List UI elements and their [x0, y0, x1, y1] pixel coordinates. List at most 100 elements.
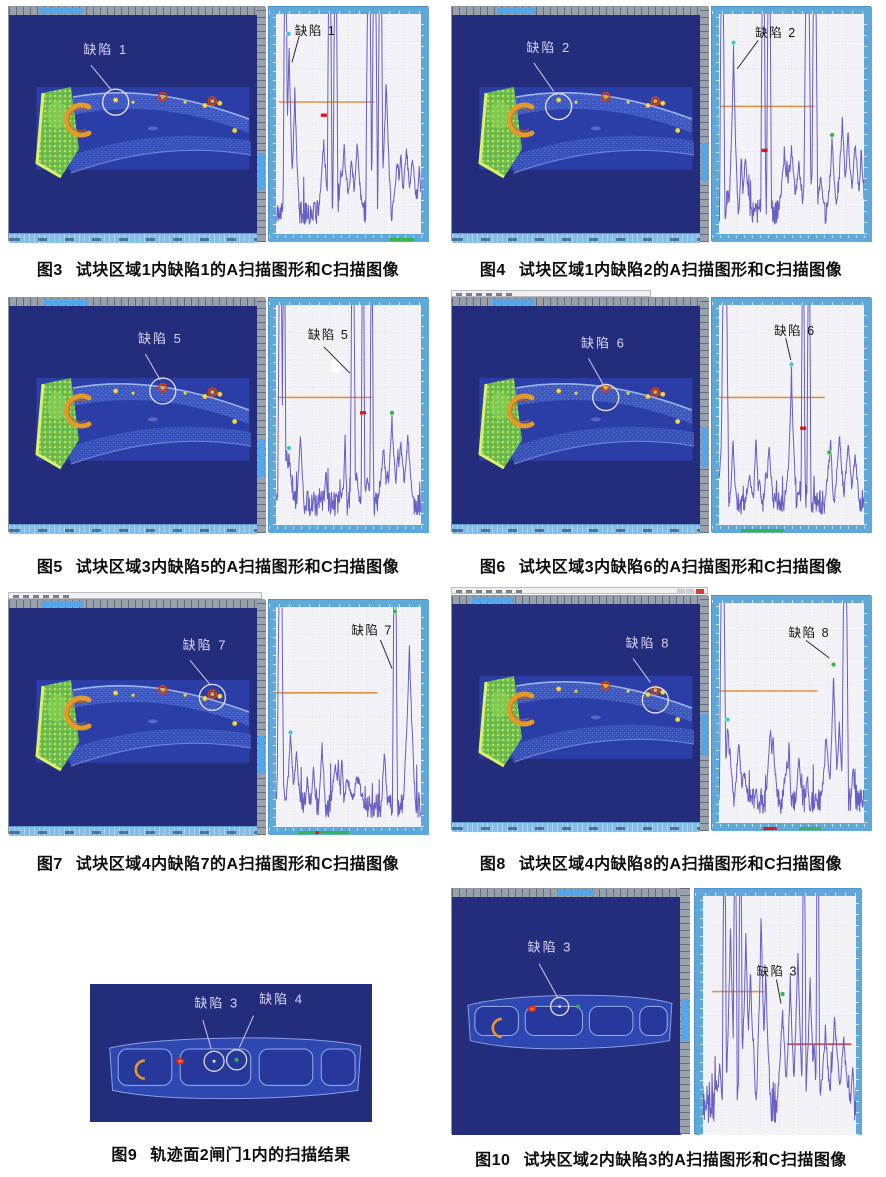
cscan-image: 缺陷 3 缺陷 4 [90, 984, 372, 1122]
maximize-button [686, 589, 694, 594]
caption-number: 图5 [36, 559, 63, 576]
ascan-plot: 缺陷 6 [719, 305, 864, 525]
cscan-window: 缺陷 8 [451, 595, 709, 832]
cscan-right-ruler [257, 298, 266, 533]
ascan-right-ruler [856, 896, 862, 1135]
cscan-defect-label: 缺陷 4 [259, 991, 304, 1006]
ruler-highlight [496, 8, 537, 14]
ascan-right-ruler [421, 607, 429, 827]
ascan-bottom-ruler [269, 827, 429, 835]
caption-text: 试块区域1内缺陷2的A扫描图形和C扫描图像 [518, 262, 843, 279]
cscan-right-ruler [257, 600, 266, 835]
window-title-text [456, 293, 516, 296]
cscan-top-ruler [9, 600, 257, 608]
cscan-image: 缺陷 1 [9, 15, 257, 233]
close-button [696, 589, 704, 594]
ascan-window: 缺陷 5 [268, 297, 429, 533]
ascan-defect-label: 缺陷 2 [755, 25, 796, 40]
cscan-window: 缺陷 3 [451, 888, 681, 1135]
figure-caption-fig3: 图3 试块区域1内缺陷1的A扫描图形和C扫描图像 [8, 256, 428, 280]
cscan-canvas: 缺陷 6 [452, 306, 700, 524]
ascan-left-ruler [269, 607, 276, 827]
cscan-image: 缺陷 6 [452, 306, 700, 524]
caption-text: 轨迹面2闸门1内的扫描结果 [150, 1147, 351, 1164]
ascan-bottom-ruler [712, 234, 872, 242]
scan-image-fig9: 缺陷 3 缺陷 4 [90, 984, 372, 1122]
green-gate-mark [798, 827, 821, 830]
green-gate-mark [740, 529, 785, 532]
cscan-window: 缺陷 1 [8, 6, 266, 243]
ascan-top-ruler [712, 596, 872, 603]
cscan-defect-label: 缺陷 6 [581, 335, 626, 350]
caption-number: 图6 [479, 559, 506, 576]
caption-number: 图9 [111, 1147, 138, 1164]
green-gate-mark [389, 238, 414, 241]
ascan-plot-area: 缺陷 6 [719, 305, 864, 525]
ascan-plot-area: 缺陷 5 [276, 305, 421, 525]
ascan-defect-label: 缺陷 8 [789, 625, 830, 640]
figure-caption-fig7: 图7 试块区域4内缺陷7的A扫描图形和C扫描图像 [8, 850, 428, 874]
cscan-canvas: 缺陷 5 [9, 306, 257, 524]
window-titlebar [451, 587, 708, 594]
figure-caption-fig6: 图6 试块区域3内缺陷6的A扫描图形和C扫描图像 [451, 553, 871, 577]
ascan-plot-area: 缺陷 1 [276, 14, 421, 234]
cscan-canvas: 缺陷 7 [9, 608, 257, 826]
ascan-left-ruler [269, 14, 276, 234]
ruler-highlight [701, 143, 708, 181]
cscan-bottom-ruler [9, 826, 257, 836]
caption-text: 试块区域2内缺陷3的A扫描图形和C扫描图像 [523, 1152, 847, 1169]
ruler-highlight [43, 299, 89, 305]
cscan-right-ruler [700, 298, 709, 533]
cscan-defect-label: 缺陷 8 [626, 636, 671, 651]
ascan-window: 缺陷 7 [268, 599, 429, 835]
caption-number: 图10 [475, 1152, 511, 1169]
cscan-window: 缺陷 7 [8, 599, 266, 836]
cscan-image: 缺陷 7 [9, 608, 257, 826]
ascan-bottom-ruler [712, 525, 872, 533]
figure-caption-fig5: 图5 试块区域3内缺陷5的A扫描图形和C扫描图像 [8, 553, 428, 577]
figure-caption-fig4: 图4 试块区域1内缺陷2的A扫描图形和C扫描图像 [451, 256, 871, 280]
ascan-defect-label: 缺陷 7 [351, 623, 392, 638]
ascan-right-ruler [864, 14, 872, 234]
cscan-top-ruler [9, 7, 257, 15]
ruler-highlight [471, 597, 514, 603]
caption-text: 试块区域3内缺陷5的A扫描图形和C扫描图像 [75, 559, 400, 576]
cscan-bottom-ruler [452, 233, 700, 243]
ascan-bottom-ruler [712, 823, 872, 831]
ascan-left-ruler [712, 305, 719, 525]
ascan-window: 缺陷 1 [268, 6, 429, 242]
cscan-bottom-ruler [452, 822, 700, 832]
cscan-window: 缺陷 5 [8, 297, 266, 534]
ascan-window: 缺陷 8 [711, 595, 872, 831]
window-title-text [456, 590, 526, 593]
ascan-right-ruler [864, 305, 872, 525]
caption-text: 试块区域4内缺陷8的A扫描图形和C扫描图像 [518, 856, 843, 873]
ascan-left-ruler [712, 14, 719, 234]
cscan-image: 缺陷 3 [452, 897, 681, 1135]
cscan-canvas: 缺陷 1 [9, 15, 257, 233]
ascan-window: 缺陷 2 [711, 6, 872, 242]
ascan-plot: 缺陷 5 [276, 305, 421, 525]
cscan-canvas: 缺陷 3 [452, 897, 681, 1135]
ruler-highlight [41, 601, 84, 607]
ascan-defect-label: 缺陷 5 [308, 327, 349, 342]
window-title-text [13, 595, 73, 598]
minimize-button [677, 589, 685, 594]
caption-number: 图3 [36, 262, 63, 279]
cscan-bottom-ruler [9, 524, 257, 534]
cscan-bottom-ruler [452, 524, 700, 534]
ruler-highlight [38, 8, 84, 14]
figure-caption-fig10: 图10 试块区域2内缺陷3的A扫描图形和C扫描图像 [451, 1146, 871, 1170]
cscan-defect-label: 缺陷 3 [194, 995, 239, 1010]
cscan-defect-label: 缺陷 3 [528, 940, 573, 955]
ruler-highlight [258, 152, 265, 191]
cscan-window: 缺陷 2 [451, 6, 709, 243]
ascan-left-ruler [269, 305, 276, 525]
cscan-top-ruler [452, 7, 700, 15]
cscan-right-ruler [680, 888, 690, 1134]
figure-caption-fig8: 图8 试块区域4内缺陷8的A扫描图形和C扫描图像 [451, 850, 871, 874]
ascan-defect-label: 缺陷 1 [295, 23, 336, 38]
ascan-plot: 缺陷 3 [703, 896, 856, 1135]
cscan-image: 缺陷 2 [452, 15, 700, 233]
ascan-defect-label: 缺陷 6 [774, 323, 815, 338]
